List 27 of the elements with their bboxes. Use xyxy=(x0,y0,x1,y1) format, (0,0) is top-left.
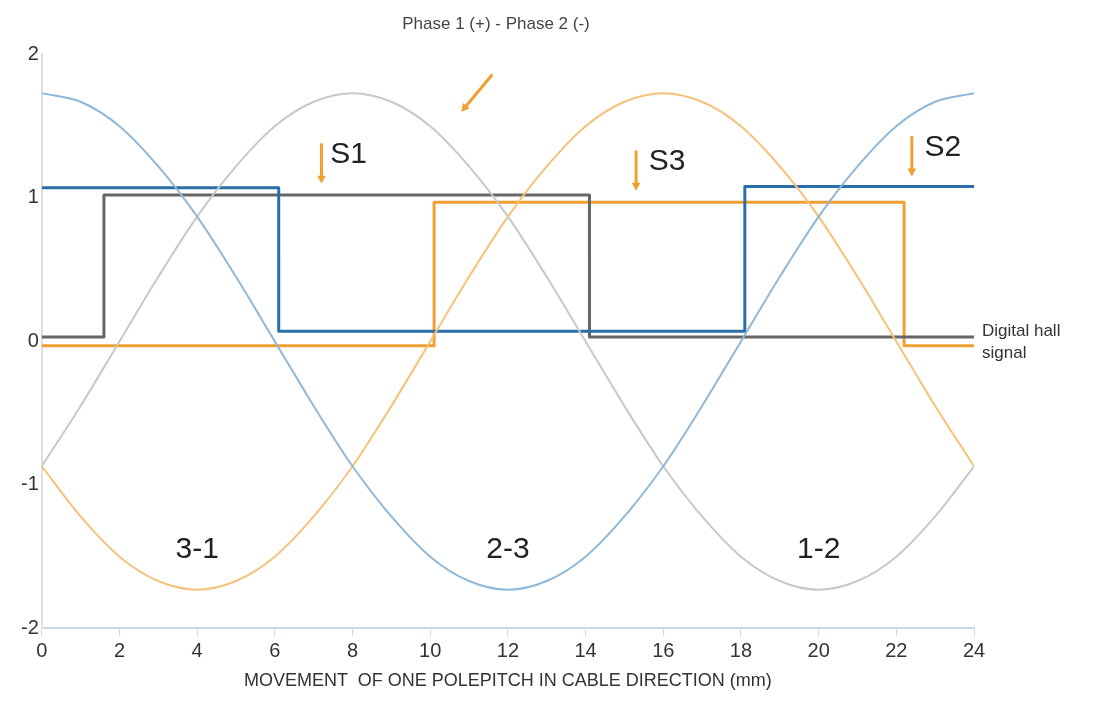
x-tick-label: 14 xyxy=(574,638,597,661)
y-tick-label: 1 xyxy=(27,185,39,208)
x-tick-label: 22 xyxy=(885,638,908,661)
y-tick-label: 0 xyxy=(27,328,39,351)
annotation: 3-1 xyxy=(175,530,219,564)
annotation: 1-2 xyxy=(796,530,841,564)
x-tick-label: 4 xyxy=(191,638,203,661)
annotation: S1 xyxy=(330,136,367,170)
annotation: S3 xyxy=(648,143,686,177)
y-tick-label: 2 xyxy=(27,41,39,64)
y-tick-label: -2 xyxy=(20,615,39,638)
x-axis-title: MOVEMENT OF ONE POLEPITCH IN CABLE DIRECTION (mm) xyxy=(244,670,772,691)
x-tick-label: 18 xyxy=(729,638,753,661)
annotation: 2-3 xyxy=(486,530,530,564)
x-tick-label: 10 xyxy=(419,638,442,661)
x-tick-label: 6 xyxy=(269,638,281,661)
x-tick-label: 20 xyxy=(807,638,830,661)
y-tick-label: -1 xyxy=(20,472,39,495)
chart-title: Phase 1 (+) - Phase 2 (-) xyxy=(402,13,590,33)
annotation: S2 xyxy=(924,128,962,162)
x-tick-label: 2 xyxy=(113,638,126,661)
x-tick-label: 12 xyxy=(496,638,520,661)
x-tick-label: 8 xyxy=(346,638,359,661)
line-series xyxy=(41,92,974,591)
x-tick-label: 24 xyxy=(962,638,986,661)
text: Digital hall signal xyxy=(982,321,1061,363)
x-tick-label: 16 xyxy=(652,638,675,661)
